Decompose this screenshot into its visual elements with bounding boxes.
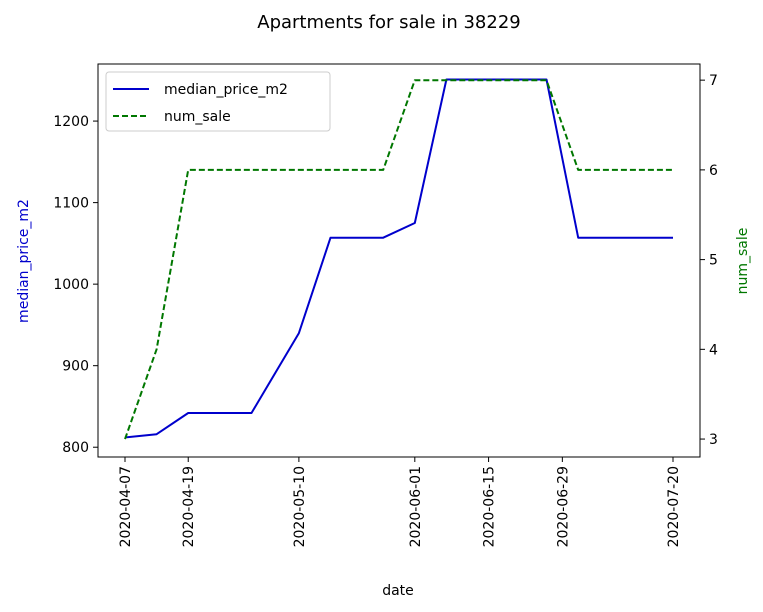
left-tick-label: 800 bbox=[62, 440, 89, 456]
left-tick-label: 1200 bbox=[53, 114, 89, 130]
series-line-num-sale bbox=[124, 79, 673, 440]
x-axis-label: date bbox=[382, 583, 414, 599]
x-tick-label: 2020-05-10 bbox=[292, 466, 308, 547]
left-axis-label: median_price_m2 bbox=[16, 199, 32, 323]
right-tick-label: 5 bbox=[709, 253, 718, 269]
x-tick-label: 2020-06-01 bbox=[408, 466, 424, 547]
right-tick-label: 3 bbox=[709, 432, 718, 448]
right-axis-label: num_sale bbox=[735, 228, 751, 295]
x-tick-label: 2020-04-19 bbox=[181, 466, 197, 547]
left-tick-label: 1100 bbox=[53, 196, 89, 212]
right-tick-label: 6 bbox=[709, 163, 718, 179]
x-tick-label: 2020-04-07 bbox=[118, 466, 134, 547]
x-tick-label: 2020-06-29 bbox=[555, 466, 571, 547]
left-tick-label: 1000 bbox=[53, 277, 89, 293]
legend-label-median-price-m2: median_price_m2 bbox=[164, 82, 288, 98]
chart-title: Apartments for sale in 38229 bbox=[257, 12, 520, 33]
plot-frame bbox=[97, 63, 701, 458]
legend-label-num-sale: num_sale bbox=[164, 109, 231, 125]
series-line-median-price-m2 bbox=[124, 78, 673, 439]
right-tick-label: 4 bbox=[709, 342, 718, 358]
x-tick-label: 2020-07-20 bbox=[666, 466, 682, 547]
left-tick-label: 900 bbox=[62, 359, 89, 375]
right-tick-label: 7 bbox=[709, 73, 718, 89]
plot-area: 2020-04-07 2020-04-19 2020-05-10 2020-06-01… bbox=[53, 63, 718, 547]
x-tick-label: 2020-06-15 bbox=[482, 466, 498, 547]
legend: median_price_m2 num_sale bbox=[105, 71, 331, 132]
legend-box bbox=[105, 71, 331, 132]
